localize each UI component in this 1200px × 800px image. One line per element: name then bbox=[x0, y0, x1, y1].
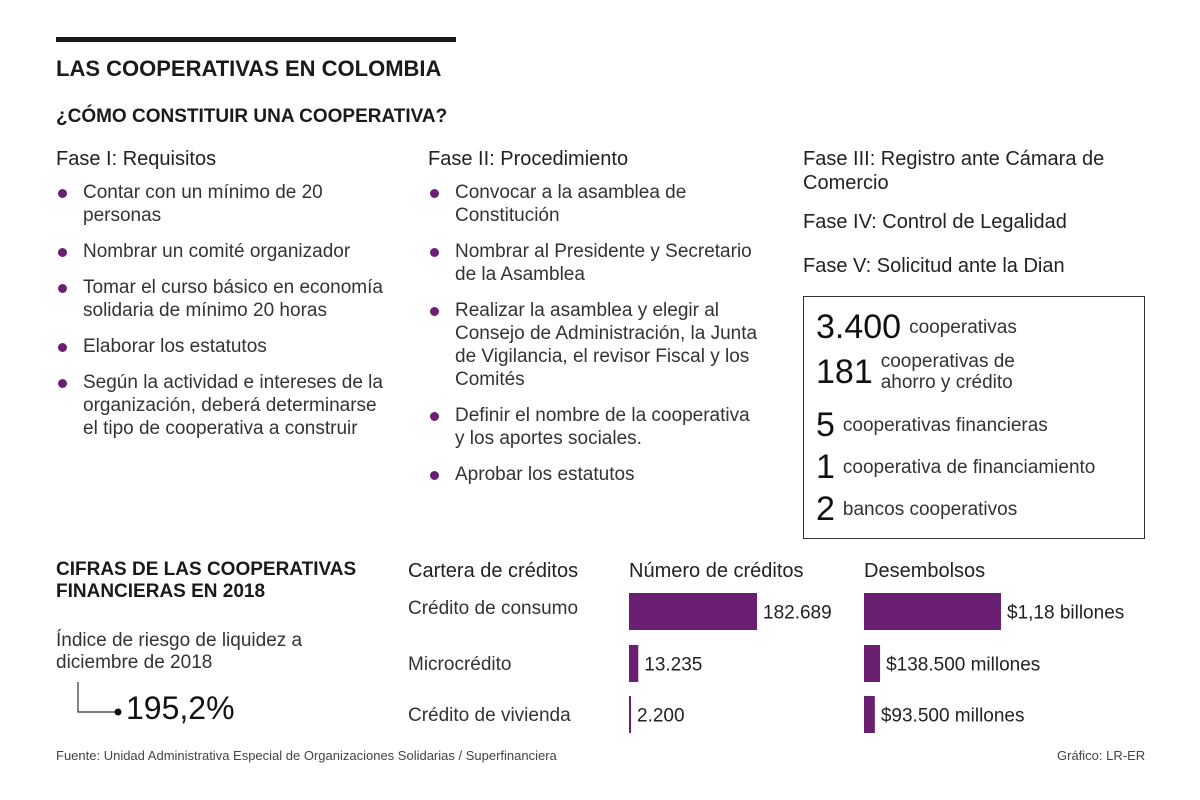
list-item-text: Definir el nombre de la cooperativa y lo… bbox=[455, 405, 750, 449]
stat-label: cooperativas de ahorro y crédito bbox=[880, 351, 1015, 393]
category-label: Microcrédito bbox=[408, 654, 512, 675]
list-item-text: Tomar el curso básico en economía solida… bbox=[83, 277, 383, 321]
list-item: Nombrar al Presidente y Secretario de la… bbox=[428, 240, 758, 286]
bullet-dot-icon bbox=[430, 248, 439, 257]
liquidity-value: 195,2% bbox=[126, 690, 235, 726]
stat-label: cooperativas financieras bbox=[842, 414, 1048, 436]
bar-value-label: $138.500 millones bbox=[886, 655, 1040, 676]
page-title: LAS COOPERATIVAS EN COLOMBIA bbox=[56, 56, 442, 81]
connector-dot-icon bbox=[114, 708, 122, 716]
stat-financiamiento: 1 cooperativa de financiamiento bbox=[816, 449, 1095, 485]
bullet-dot-icon bbox=[58, 343, 67, 352]
source-note: Fuente: Unidad Administrativa Especial d… bbox=[56, 748, 557, 763]
phase-2-column: Fase II: Procedimiento Convocar a la asa… bbox=[428, 147, 758, 499]
phase-1-column: Fase I: Requisitos Contar con un mínimo … bbox=[56, 147, 396, 453]
list-item: Realizar la asamblea y elegir al Consejo… bbox=[428, 299, 758, 391]
stat-value: 5 bbox=[816, 406, 835, 444]
phase-5-heading: Fase V: Solicitud ante la Dian bbox=[803, 255, 1065, 277]
phase-4-heading: Fase IV: Control de Legalidad bbox=[803, 211, 1067, 233]
bar-value-label: $93.500 millones bbox=[881, 706, 1025, 727]
liquidity-label: Índice de riesgo de liquidez a diciembre… bbox=[56, 630, 303, 673]
bullet-dot-icon bbox=[58, 189, 67, 198]
list-item-text: Convocar a la asamblea de Constitución bbox=[455, 182, 687, 226]
list-item: Definir el nombre de la cooperativa y lo… bbox=[428, 404, 758, 450]
list-item: Contar con un mínimo de 20 personas bbox=[56, 181, 396, 227]
list-item-text: Elaborar los estatutos bbox=[83, 336, 267, 357]
list-item-text: Aprobar los estatutos bbox=[455, 464, 635, 485]
bullet-dot-icon bbox=[58, 248, 67, 257]
list-item: Según la actividad e intereses de la org… bbox=[56, 371, 396, 440]
list-item-text: Según la actividad e intereses de la org… bbox=[83, 372, 383, 439]
series-1-header: Número de créditos bbox=[629, 560, 804, 582]
list-item: Nombrar un comité organizador bbox=[56, 240, 396, 263]
bullet-dot-icon bbox=[430, 189, 439, 198]
bar-desembolso-0 bbox=[864, 593, 1001, 630]
stat-value: 1 bbox=[816, 448, 835, 486]
stat-cooperativas: 3.400 cooperativas bbox=[816, 309, 1017, 345]
series-2-header: Desembolsos bbox=[864, 560, 986, 582]
phase-2-list: Convocar a la asamblea de Constitución N… bbox=[428, 181, 758, 486]
bullet-dot-icon bbox=[430, 307, 439, 316]
stat-value: 3.400 bbox=[816, 308, 902, 346]
chart-title: Cartera de créditos bbox=[408, 560, 579, 582]
stat-value: 2 bbox=[816, 490, 835, 528]
stat-label: bancos cooperativos bbox=[842, 498, 1018, 520]
bar-value-label: 2.200 bbox=[637, 706, 685, 727]
page-subtitle: ¿CÓMO CONSTITUIR UNA COOPERATIVA? bbox=[56, 106, 448, 127]
bar-numero-2 bbox=[629, 696, 631, 733]
stat-label: cooperativas bbox=[909, 316, 1017, 338]
bar-numero-0 bbox=[629, 593, 757, 630]
category-label: Crédito de consumo bbox=[408, 598, 579, 619]
bar-desembolso-1 bbox=[864, 645, 881, 682]
connector-line bbox=[77, 682, 118, 713]
list-item: Elaborar los estatutos bbox=[56, 335, 396, 358]
list-item-text: Realizar la asamblea y elegir al Consejo… bbox=[455, 300, 758, 390]
stat-ahorro-credito: 181 cooperativas de ahorro y crédito bbox=[816, 351, 1051, 393]
bar-value-label: 13.235 bbox=[644, 655, 702, 676]
bullet-dot-icon bbox=[430, 412, 439, 421]
phase-3-heading: Fase III: Registro ante Cámara de Comerc… bbox=[803, 148, 1105, 194]
bullet-dot-icon bbox=[58, 379, 67, 388]
list-item: Convocar a la asamblea de Constitución bbox=[428, 181, 758, 227]
stat-financieras: 5 cooperativas financieras bbox=[816, 407, 1048, 443]
title-rule bbox=[56, 37, 456, 42]
list-item: Aprobar los estatutos bbox=[428, 463, 758, 486]
stat-value: 181 bbox=[816, 353, 873, 391]
stats-box: 3.400 cooperativas 181 cooperativas de a… bbox=[803, 296, 1145, 539]
list-item: Tomar el curso básico en economía solida… bbox=[56, 276, 396, 322]
bullet-dot-icon bbox=[58, 284, 67, 293]
list-item-text: Nombrar al Presidente y Secretario de la… bbox=[455, 241, 752, 285]
section2-title: CIFRAS DE LAS COOPERATIVAS FINANCIERAS E… bbox=[56, 559, 357, 602]
stat-label: cooperativa de financiamiento bbox=[842, 456, 1096, 478]
category-label: Crédito de vivienda bbox=[408, 705, 571, 726]
bar-value-label: 182.689 bbox=[763, 603, 832, 624]
phase-1-list: Contar con un mínimo de 20 personas Nomb… bbox=[56, 181, 396, 440]
bar-numero-1 bbox=[629, 645, 639, 682]
graphic-credit: Gráfico: LR-ER bbox=[1057, 748, 1146, 763]
liquidity-connector bbox=[77, 682, 122, 716]
phase-1-heading: Fase I: Requisitos bbox=[56, 148, 217, 170]
list-item-text: Contar con un mínimo de 20 personas bbox=[83, 182, 323, 226]
phase-2-heading: Fase II: Procedimiento bbox=[428, 148, 629, 170]
bar-desembolso-2 bbox=[864, 696, 875, 733]
list-item-text: Nombrar un comité organizador bbox=[83, 241, 351, 262]
bullet-dot-icon bbox=[430, 471, 439, 480]
bar-value-label: $1,18 billones bbox=[1007, 603, 1124, 624]
stat-bancos: 2 bancos cooperativos bbox=[816, 491, 1017, 527]
